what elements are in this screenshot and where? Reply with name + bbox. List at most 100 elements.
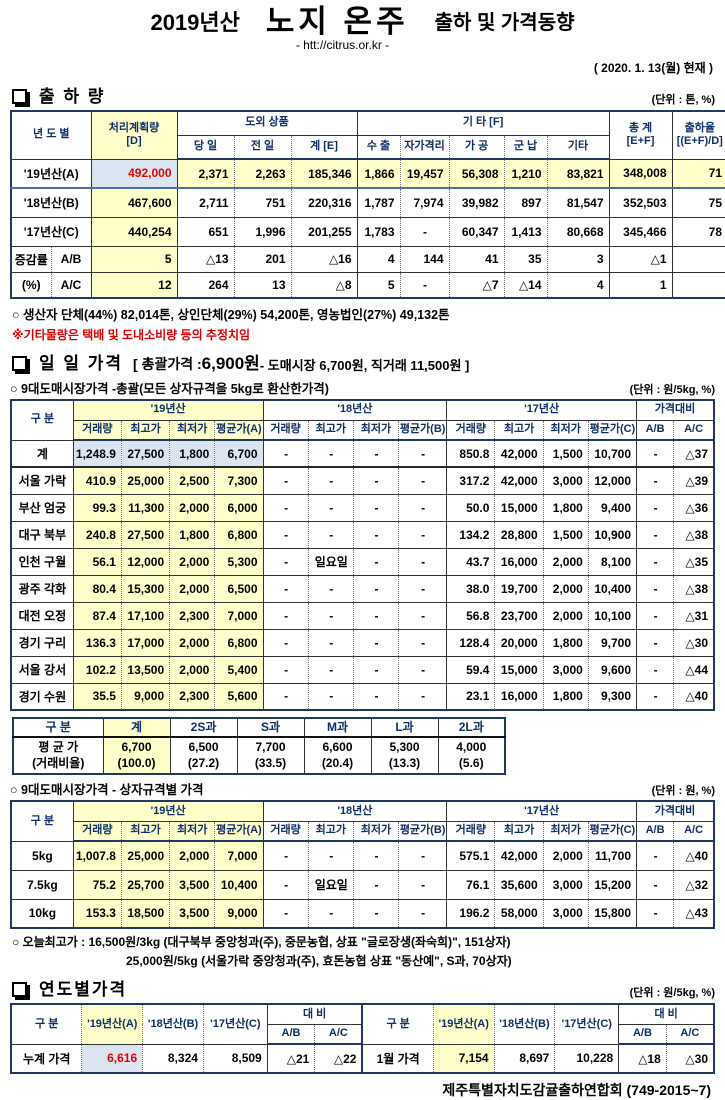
cell: 83,821 — [546, 158, 610, 189]
cell: △30 — [673, 628, 714, 656]
cell: 56,308 — [448, 158, 505, 189]
col-group-y18: '18년산 — [262, 800, 447, 822]
cell: 6,600 (20.4) — [303, 736, 371, 775]
cell: △40 — [673, 840, 714, 871]
cell: 751 — [233, 187, 292, 217]
cell: 경기 수원 — [10, 682, 74, 710]
cell: - — [352, 869, 399, 900]
cell: 12,000 — [120, 547, 170, 575]
cell: △18 — [618, 1043, 667, 1074]
cell: 2,300 — [169, 601, 215, 629]
cell: △22 — [314, 1043, 363, 1074]
cell: 7,974 — [399, 187, 450, 217]
cell: - — [352, 466, 399, 494]
cell: 196.2 — [446, 898, 495, 929]
cell: 16,000 — [494, 547, 544, 575]
cell: △38 — [673, 520, 714, 548]
cell: 1,787 — [356, 187, 401, 217]
cell: 9,600 — [587, 655, 637, 683]
cell: - — [352, 628, 399, 656]
col-sum-e: 계 [E] — [290, 134, 358, 160]
cell: 41 — [448, 245, 505, 272]
cell: 467,600 — [90, 187, 178, 217]
cell — [671, 271, 725, 298]
cell: 13 — [233, 271, 292, 298]
cell: - — [636, 655, 674, 683]
cell: 56.8 — [446, 601, 495, 629]
cell: 440,254 — [90, 216, 178, 246]
cell: 134.2 — [446, 520, 495, 548]
cell: - — [307, 439, 354, 468]
col-group-compare: 가격대비 — [636, 800, 714, 822]
col-group-compare: 가격대비 — [636, 399, 714, 421]
cell: - — [636, 840, 674, 871]
cell: △37 — [673, 439, 714, 468]
col-vol-17: 거래량 — [446, 820, 495, 843]
cell: - — [262, 520, 309, 548]
cell: △8 — [290, 271, 358, 298]
box-size-price-table: 구 분 '19년산 '18년산 '17년산 가격대비 거래량 최고가 최저가 평… — [10, 800, 715, 930]
cell: △35 — [673, 547, 714, 575]
table-row: 인천 구월 56.1 12,000 2,000 5,300- 일요일 - -43.7 16,00… — [10, 547, 714, 575]
organization-footer: 제주특별자치도감귤출하연합회 (749-2015~7) — [442, 1082, 711, 1099]
cell: 87.4 — [72, 601, 122, 629]
table-row: 서울 강서 102.2 13,500 2,000 5,400- - - -59.4 15,000… — [10, 655, 714, 683]
col-y18b-left: '18년산(B) — [142, 1003, 204, 1045]
cell: - — [262, 547, 309, 575]
cell: 11,700 — [587, 840, 637, 871]
col-low-19: 최저가 — [169, 419, 215, 441]
cell: 9,400 — [587, 493, 637, 521]
cell: 264 — [176, 271, 235, 298]
cell: 2,263 — [233, 158, 292, 189]
cell: A/C — [50, 271, 92, 298]
shipment-unit: (단위 : 톤, %) — [651, 94, 715, 106]
etc-estimate-note: ※기타물량은 택배 및 도내소비량 등의 추정치임 — [12, 328, 251, 342]
col-vol-17: 거래량 — [446, 419, 495, 441]
cell: 10,700 — [587, 439, 637, 468]
cell: 50.0 — [446, 493, 495, 521]
cell: 7.5kg — [10, 869, 74, 900]
cell: - — [398, 655, 447, 683]
cell: 8,100 — [587, 547, 637, 575]
cell: 2,500 — [169, 466, 215, 494]
cumulative-price-label: 누계 가격 — [10, 1043, 82, 1074]
cell: 일요일 — [307, 869, 354, 900]
col-compare-right: 대 비 — [618, 1003, 714, 1025]
col-high-18: 최고가 — [307, 419, 354, 441]
section-shipment-title: 출 하 량 — [39, 87, 106, 106]
cell: 5kg — [10, 840, 74, 871]
cell: 인천 구월 — [10, 547, 74, 575]
col-avg-a: 평균가(A) — [214, 820, 264, 843]
cell: 6,800 — [214, 628, 264, 656]
cell: 12 — [90, 271, 178, 298]
cell: 2,371 — [176, 158, 235, 189]
cell: - — [307, 601, 354, 629]
col-y17c-left: '17년산(C) — [202, 1003, 268, 1045]
cell: 201 — [233, 245, 292, 272]
cell: 3,500 — [169, 898, 215, 929]
daily-unit2: (단위 : 원, %) — [651, 785, 715, 798]
cell: - — [307, 898, 354, 929]
cell: 16,000 — [494, 682, 544, 710]
cell: 1 — [608, 271, 673, 298]
col-group-offisland: 도외 상품 — [176, 110, 358, 136]
cell: 6,500 — [214, 574, 264, 602]
cell: 5,600 — [214, 682, 264, 710]
col-vol-19: 거래량 — [72, 419, 122, 441]
cell: - — [352, 682, 399, 710]
daily-sub2-line: ○ 9대도매시장가격 - 상자규격별 가격 (단위 : 원, %) — [10, 779, 715, 798]
cell: 6,616 — [81, 1043, 143, 1074]
cell: - — [307, 574, 354, 602]
col-low-17: 최저가 — [542, 419, 589, 441]
col-low-19: 최저가 — [169, 820, 215, 843]
table-row: (%) A/C 12 264 13 △8 5- △7 △14 4 1 — [10, 271, 725, 298]
col-ab: A/B — [636, 820, 674, 843]
daily-headline-rest: - 도매시장 6,700원, 직거래 11,500원 ] — [259, 358, 470, 373]
cell: 25,700 — [120, 869, 170, 900]
cell: 128.4 — [446, 628, 495, 656]
cell: 9,000 — [120, 682, 170, 710]
yearly-price-table: 구 분 '19년산(A) '18년산(B) '17년산(C) 대 비 구 분 '… — [10, 1003, 715, 1075]
cell: 35.5 — [72, 682, 122, 710]
cell: 1,413 — [503, 216, 548, 246]
cell: △43 — [673, 898, 714, 929]
